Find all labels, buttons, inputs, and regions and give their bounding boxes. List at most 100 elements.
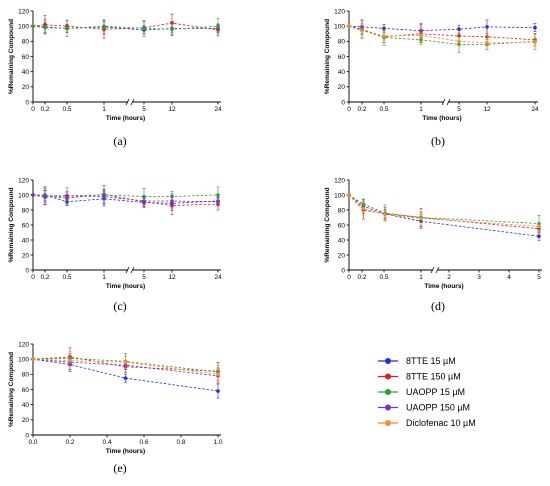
data-point: [533, 40, 537, 44]
y-tick-label: 0: [25, 99, 29, 106]
data-point: [216, 24, 220, 28]
legend: 8TTE 15 µM 8TTE 150 µM UAOPP 15 µM UAOPP 15…: [378, 356, 476, 428]
x-tick-label: 5: [142, 106, 146, 113]
x-tick-label: 5: [457, 106, 461, 113]
series-line: [32, 358, 219, 375]
x-tick-label: 0: [31, 274, 35, 281]
chart-panel: 0 20 40 60 80 100 120 0 0.2 0.5 1 5 12 24 Time (hours)…: [8, 8, 222, 148]
x-tick-label: 12: [168, 274, 176, 281]
y-tick-label: 100: [334, 23, 345, 30]
y-tick-label: 0: [341, 267, 345, 274]
y-tick-label: 0: [25, 432, 29, 439]
y-tick-label: 0: [341, 99, 345, 106]
x-tick-label: 0.2: [40, 106, 49, 113]
y-tick-label: 120: [18, 341, 29, 348]
y-tick-label: 0: [25, 267, 29, 274]
x-tick-label: 0.2: [357, 274, 366, 281]
x-tick-label: 0.5: [62, 274, 71, 281]
legend-label: UAOPP 15 µM: [406, 387, 465, 397]
y-tick-label: 60: [22, 222, 30, 229]
data-point: [457, 39, 461, 44]
series-line: [348, 194, 540, 230]
data-point: [347, 24, 351, 28]
panel-label: (d): [431, 299, 445, 313]
legend-label: 8TTE 150 µM: [406, 372, 461, 382]
y-tick-label: 40: [22, 69, 30, 76]
data-point: [31, 24, 35, 28]
x-tick-label: 0.4: [102, 439, 111, 446]
x-tick-label: 0.2: [65, 439, 74, 446]
x-tick-label: 12: [483, 106, 491, 113]
y-tick-label: 40: [22, 402, 30, 409]
data-point: [419, 33, 423, 38]
legend-marker: [385, 358, 391, 364]
data-point: [360, 28, 364, 33]
x-axis-label: Time (hours): [422, 115, 461, 122]
data-point: [216, 193, 220, 197]
data-point: [533, 25, 537, 30]
y-tick-label: 120: [18, 8, 29, 15]
x-tick-label: 1: [102, 274, 106, 281]
y-axis-label: %Remaining Compound: [8, 19, 15, 94]
data-point: [216, 199, 220, 204]
data-point: [31, 357, 35, 361]
axis-break: [125, 266, 130, 274]
axis-break: [130, 266, 135, 274]
y-tick-label: 80: [338, 39, 346, 46]
x-tick-label: 1: [102, 106, 106, 113]
legend-label: 8TTE 15 µM: [406, 356, 456, 366]
panel-label: (e): [113, 461, 126, 475]
x-tick-label: 1.0: [213, 439, 222, 446]
x-tick-label: 2: [447, 274, 451, 281]
data-point: [102, 194, 106, 199]
data-point: [170, 27, 174, 32]
series-line: [348, 25, 536, 44]
legend-label: UAOPP 150 µM: [406, 403, 470, 413]
y-tick-label: 60: [338, 222, 346, 229]
x-tick-label: 0.5: [379, 106, 388, 113]
chart-panel: 0 20 40 60 80 100 120 0 0.2 0.5 1 2 3 4 5 Time (hours)%…: [324, 177, 542, 313]
x-tick-label: 4: [507, 274, 511, 281]
y-tick-label: 20: [338, 84, 346, 91]
x-tick-label: 0.6: [139, 439, 148, 446]
y-tick-label: 20: [22, 252, 30, 259]
data-point: [123, 376, 128, 380]
x-tick-label: 5: [537, 274, 541, 281]
data-point: [485, 41, 489, 45]
x-tick-label: 0.5: [379, 274, 388, 281]
y-tick-label: 20: [22, 84, 30, 91]
y-axis-label: %Remaining Compound: [8, 352, 15, 427]
y-tick-label: 120: [334, 8, 345, 15]
x-tick-label: 24: [531, 106, 539, 113]
y-tick-label: 40: [22, 237, 30, 244]
series-line: [32, 358, 219, 377]
x-tick-label: 12: [168, 106, 176, 113]
data-point: [216, 389, 220, 393]
data-point: [65, 26, 69, 31]
data-point: [102, 24, 106, 28]
y-tick-label: 40: [338, 69, 346, 76]
data-point: [65, 193, 69, 198]
y-tick-label: 20: [338, 252, 346, 259]
data-point: [43, 25, 47, 30]
x-axis-label: Time (hours): [424, 283, 463, 290]
data-point: [361, 206, 366, 211]
axis-break: [130, 98, 135, 106]
series-line: [32, 357, 219, 373]
y-tick-label: 100: [334, 192, 345, 199]
x-tick-label: 3: [477, 274, 481, 281]
data-point: [216, 372, 220, 377]
data-point: [382, 34, 386, 38]
y-axis-label: %Remaining Compound: [324, 187, 331, 262]
y-axis-label: %Remaining Compound: [8, 187, 15, 262]
axis-break: [125, 98, 130, 106]
panel-label: (b): [431, 134, 445, 148]
x-tick-label: 24: [214, 106, 222, 113]
data-point: [123, 360, 128, 365]
x-tick-label: 0: [31, 106, 35, 113]
y-tick-label: 100: [18, 192, 29, 199]
data-point: [537, 224, 541, 229]
axis-break: [430, 266, 435, 274]
y-tick-label: 80: [22, 39, 30, 46]
data-point: [68, 358, 72, 363]
